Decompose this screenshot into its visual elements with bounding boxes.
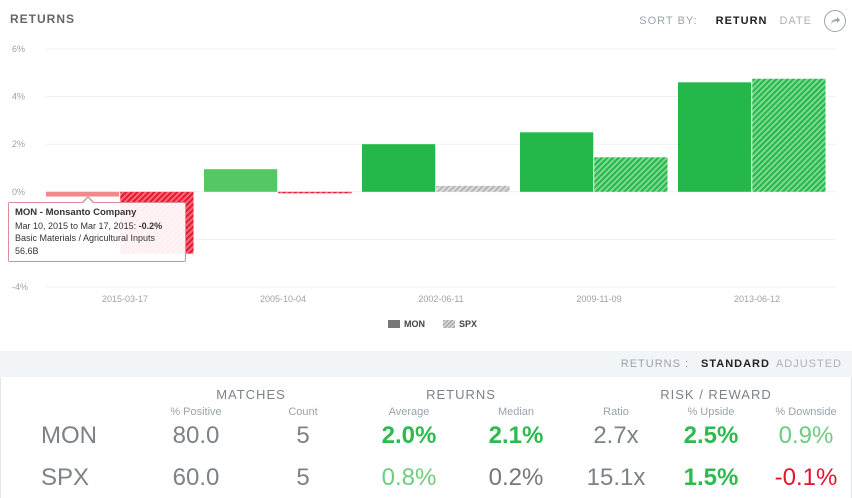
mon-downside: 0.9% — [778, 422, 834, 449]
mon-average: 2.0% — [381, 422, 437, 449]
spx-upside: 1.5% — [683, 464, 739, 491]
sub-ratio: Ratio — [603, 406, 629, 418]
spx-ratio: 15.1x — [586, 464, 646, 491]
returns-adjusted[interactable]: ADJUSTED — [775, 358, 842, 370]
spx-downside: -0.1% — [774, 464, 838, 491]
sort-by-return[interactable]: RETURN — [715, 15, 768, 27]
share-arrow-icon[interactable] — [824, 10, 846, 32]
tooltip-title: MON - Monsanto Company — [15, 207, 137, 218]
bar-spx-2005-10-04[interactable] — [278, 191, 352, 194]
bar-mon-2013-06-12[interactable] — [678, 82, 752, 192]
sub-count: Count — [288, 406, 318, 418]
tooltip-mcap: 56.6B — [15, 245, 39, 256]
x-tick-label: 2002-06-11 — [418, 294, 463, 304]
y-tick-label: 6% — [12, 44, 25, 54]
returns-mode-bar: RETURNS : STANDARD ADJUSTED — [0, 351, 852, 377]
panel-title: RETURNS — [10, 12, 76, 26]
bar-mon-2009-11-09[interactable] — [520, 132, 594, 192]
spx-count: 5 — [296, 464, 310, 491]
tooltip-value: -0.2% — [138, 220, 163, 231]
sort-by-date[interactable]: DATE — [779, 15, 812, 27]
legend-item-mon[interactable]: MON — [388, 319, 425, 329]
spx-average: 0.8% — [381, 464, 437, 491]
legend-swatch-spx — [443, 320, 455, 328]
sort-label: SORT BY: — [639, 15, 698, 27]
bar-spx-2009-11-09[interactable] — [594, 157, 668, 192]
bar-mon-2002-06-11[interactable] — [362, 144, 436, 192]
returns-standard[interactable]: STANDARD — [701, 358, 770, 370]
bar-mon-2015-03-17[interactable] — [46, 191, 120, 197]
bar-spx-2013-06-12[interactable] — [752, 78, 826, 192]
tooltip-range-line: Mar 10, 2015 to Mar 17, 2015: -0.2% — [15, 220, 179, 233]
y-tick-label: 2% — [12, 139, 25, 149]
x-tick-label: 2009-11-09 — [576, 294, 621, 304]
legend-item-spx[interactable]: SPX — [443, 319, 477, 329]
y-tick-label: 0% — [12, 187, 25, 197]
x-tick-label: 2015-03-17 — [102, 294, 148, 304]
tooltip-sector: Basic Materials / Agricultural Inputs — [15, 233, 156, 243]
y-tick-label: -4% — [12, 282, 28, 292]
row-label-mon: MON — [41, 422, 97, 449]
mon-ratio: 2.7x — [593, 422, 639, 449]
row-label-spx: SPX — [41, 464, 90, 491]
sub-median: Median — [497, 406, 535, 418]
sub-average: Average — [388, 406, 430, 418]
returns-toggle: RETURNS : STANDARD ADJUSTED — [621, 358, 842, 370]
spx-median: 0.2% — [488, 464, 544, 491]
mon-count: 5 — [296, 422, 310, 449]
legend-swatch-mon — [388, 320, 400, 328]
stats-table: MATCHES RETURNS RISK / REWARD % Positive… — [0, 377, 852, 498]
group-risk-reward: RISK / REWARD — [660, 387, 772, 402]
group-matches: MATCHES — [216, 387, 286, 402]
group-returns: RETURNS — [426, 387, 496, 402]
mon-upside: 2.5% — [683, 422, 739, 449]
spx-pct-positive: 60.0 — [172, 464, 220, 491]
x-tick-label: 2013-06-12 — [734, 294, 780, 304]
tooltip-range: Mar 10, 2015 to Mar 17, 2015: — [15, 220, 137, 231]
legend-label-mon: MON — [404, 319, 425, 329]
bar-mon-2005-10-04[interactable] — [204, 169, 278, 192]
mon-pct-positive: 80.0 — [172, 422, 220, 449]
legend-label-spx: SPX — [459, 319, 478, 329]
sub-pct-positive: % Positive — [170, 406, 222, 418]
sub-pct-downside: % Downside — [775, 406, 837, 418]
chart-legend: MON SPX — [388, 319, 477, 329]
bar-spx-2002-06-11[interactable] — [436, 185, 510, 192]
sort-bar: SORT BY: RETURN DATE — [639, 10, 846, 32]
y-tick-label: 4% — [12, 92, 25, 102]
x-tick-label: 2005-10-04 — [260, 294, 306, 304]
sub-pct-upside: % Upside — [687, 406, 735, 418]
mon-median: 2.1% — [488, 422, 544, 449]
returns-mode-label: RETURNS : — [620, 358, 690, 370]
returns-bar-chart: 6% 4% 2% 0% -4% 2015-03-17 2005-10-04 2002-06-… — [12, 44, 836, 304]
bar-tooltip: MON - Monsanto Company Mar 10, 2015 to M… — [8, 196, 186, 262]
